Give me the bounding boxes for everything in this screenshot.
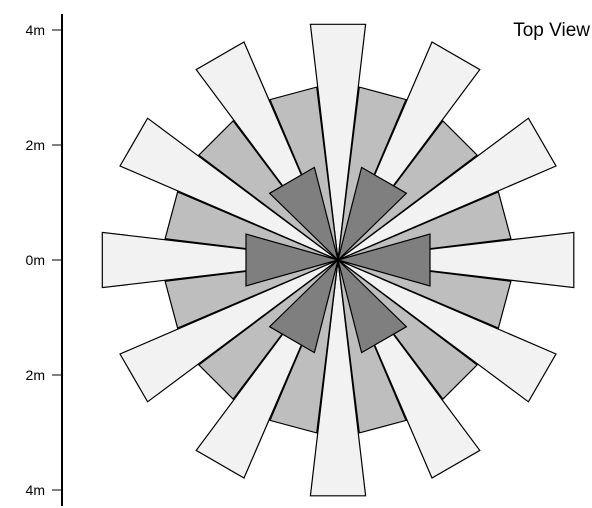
petal-inner [336,258,408,354]
petal-outer [309,259,367,497]
tick-label: 4m [26,482,45,498]
petal-outer [337,259,557,403]
petal-inner [268,166,340,262]
tick-label: 2m [26,367,45,383]
tick-label: 2m [26,137,45,153]
petal-inner [245,233,341,287]
petal-outer [119,259,339,403]
petal-inner [335,233,431,287]
tick-label: 4m [26,22,45,38]
rose-petals [101,23,575,497]
petal-outer [119,117,339,261]
axis-ticks: 4m 2m 0m 2m 4m [26,22,62,498]
petal-inner [268,258,340,354]
figure-title: Top View [513,20,590,41]
petal-outer [309,23,367,261]
tick-label: 0m [26,252,45,268]
petal-outer [337,231,575,289]
vertical-axis: 4m 2m 0m 2m 4m [26,14,63,506]
petal-outer [101,231,339,289]
petal-outer [337,117,557,261]
petal-inner [336,166,408,262]
